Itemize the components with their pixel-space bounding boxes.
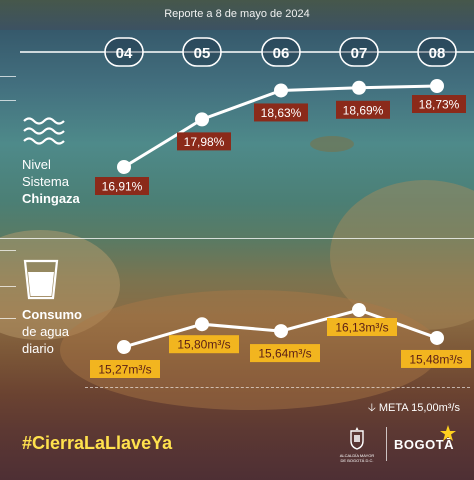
alcaldia-text: ALCALDÍA MAYOR DE BOGOTÁ D.C.: [339, 453, 375, 463]
level-point: [430, 79, 444, 93]
coat-of-arms-icon: [350, 427, 364, 450]
level-day-label: 06: [273, 45, 290, 62]
background-hills: [0, 0, 474, 30]
report-date: Reporte a 8 de mayo de 2024: [164, 8, 310, 20]
level-day-pill: [417, 37, 457, 67]
hashtag: #CierraLaLlaveYa: [22, 433, 173, 453]
consumption-point: [430, 330, 444, 345]
logos: ALCALDÍA MAYOR DE BOGOTÁ D.C. BOGOTĀ: [332, 425, 462, 465]
level-value-label-bg: [254, 103, 308, 122]
level-day-label: 05: [194, 45, 211, 62]
meta-reference-line: [85, 387, 470, 388]
consumption-point: [352, 303, 366, 317]
level-point: [274, 83, 288, 98]
level-value-label-bg: [177, 132, 231, 151]
level-day-pill: [104, 37, 144, 67]
water-waves-icon: [23, 117, 65, 145]
level-label-line3: Chingaza: [22, 191, 80, 206]
level-value-label-bg: [95, 177, 149, 195]
bogota-star-icon: [440, 425, 456, 441]
bogota-logo-text: BOGOTĀ: [394, 437, 455, 452]
level-point: [352, 80, 366, 95]
consumption-label-line3: diario: [22, 341, 54, 356]
consumption-value-label-bg: [401, 349, 471, 368]
background-shore-right: [330, 180, 474, 330]
level-series-line: [123, 84, 438, 169]
level-day-pill: [339, 37, 379, 67]
meta-label: 🡣 META 15,00m³/s: [368, 399, 460, 418]
consumption-label-line2: de agua: [22, 324, 69, 339]
level-value-label: 17,98%: [184, 135, 225, 149]
consumption-value-label-bg: [250, 344, 320, 363]
level-value-label-bg: [336, 100, 390, 119]
level-day-label: 07: [351, 45, 368, 62]
level-value-label: 16,91%: [102, 180, 143, 194]
background-island: [310, 136, 354, 152]
level-day-label: 08: [429, 45, 446, 62]
section-divider: [0, 238, 474, 239]
level-label-line1: Nivel: [22, 157, 51, 172]
level-point: [117, 160, 131, 174]
consumption-value-label: 15,48m³/s: [409, 352, 462, 366]
level-point: [195, 112, 209, 127]
water-glass-icon: [23, 259, 59, 300]
consumption-point: [195, 317, 209, 332]
consumption-value-label: 15,80m³/s: [177, 338, 230, 352]
consumption-value-label-bg: [90, 360, 160, 378]
level-label-line2: Sistema: [22, 174, 69, 189]
consumption-value-label: 15,64m³/s: [258, 347, 311, 361]
level-value-label: 18,69%: [343, 103, 384, 117]
level-day-pill: [182, 37, 222, 67]
level-value-label: 18,63%: [261, 106, 302, 120]
consumption-value-label-bg: [327, 318, 397, 336]
level-value-label-bg: [412, 95, 466, 113]
consumption-label-line1: Consumo: [22, 307, 82, 322]
level-label: Nivel Sistema Chingaza: [22, 156, 80, 207]
consumption-value-label-bg: [169, 335, 239, 354]
consumption-label: Consumo de agua diario: [22, 306, 82, 357]
consumption-value-label: 16,13m³/s: [335, 321, 388, 335]
consumption-point: [274, 324, 288, 339]
consumption-value-label: 15,27m³/s: [98, 363, 151, 377]
logo-divider: [386, 427, 387, 461]
arrow-down-icon: 🡣: [367, 402, 376, 414]
consumption-point: [117, 340, 131, 354]
level-day-label: 04: [116, 45, 133, 62]
meta-text: META 15,00m³/s: [378, 402, 460, 414]
level-value-label: 18,73%: [419, 98, 460, 112]
level-day-pill: [261, 37, 301, 67]
